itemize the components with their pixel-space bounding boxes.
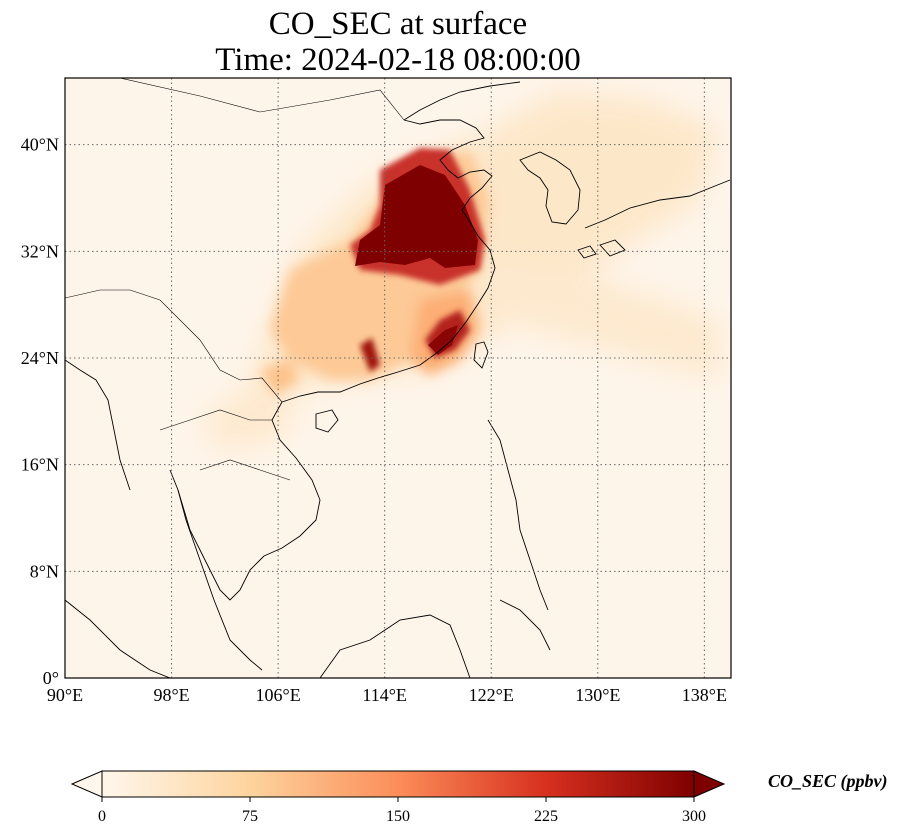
colorbar-gradient [102, 771, 694, 797]
colorbar-tick-label: 0 [98, 808, 106, 825]
longitude-tick-label: 98°E [153, 685, 189, 705]
map-frame [64, 77, 732, 679]
longitude-ticks: 90°E 98°E 106°E 114°E 122°E 130°E 138°E [47, 685, 727, 705]
colorbar-tick-label: 225 [534, 808, 558, 825]
latitude-tick-label: 16°N [21, 455, 59, 475]
longitude-tick-label: 90°E [47, 685, 83, 705]
latitude-tick-label: 8°N [30, 561, 59, 581]
longitude-tick-label: 138°E [682, 685, 727, 705]
high-concentration-core [355, 165, 478, 268]
longitude-tick-label: 106°E [256, 685, 301, 705]
latitude-tick-label: 24°N [21, 348, 59, 368]
colorbar-ticks: 0 75 150 225 300 [98, 797, 706, 825]
latitude-tick-label: 40°N [21, 135, 59, 155]
latitude-ticks: 0° 8°N 16°N 24°N 32°N 40°N [21, 135, 59, 688]
colorbar-extend-high [693, 770, 726, 798]
map-title-line2: Time: 2024-02-18 08:00:00 [215, 42, 581, 78]
latitude-tick-label: 32°N [21, 241, 59, 261]
longitude-tick-label: 114°E [362, 685, 407, 705]
colorbar: 0 75 150 225 300 [70, 770, 726, 825]
longitude-tick-label: 130°E [575, 685, 620, 705]
concentration-field [200, 90, 720, 450]
colorbar-tick-label: 150 [386, 808, 410, 825]
longitude-tick-label: 122°E [469, 685, 514, 705]
colorbar-tick-label: 75 [242, 808, 258, 825]
gridlines [65, 78, 731, 678]
map-title-line1: CO_SEC at surface [268, 6, 528, 42]
coastlines [65, 78, 731, 678]
colorbar-tick-label: 300 [682, 808, 706, 825]
colorbar-label: CO_SEC (ppbv) [768, 771, 888, 791]
latitude-tick-label: 0° [43, 668, 59, 688]
colorbar-extend-low [70, 770, 103, 798]
